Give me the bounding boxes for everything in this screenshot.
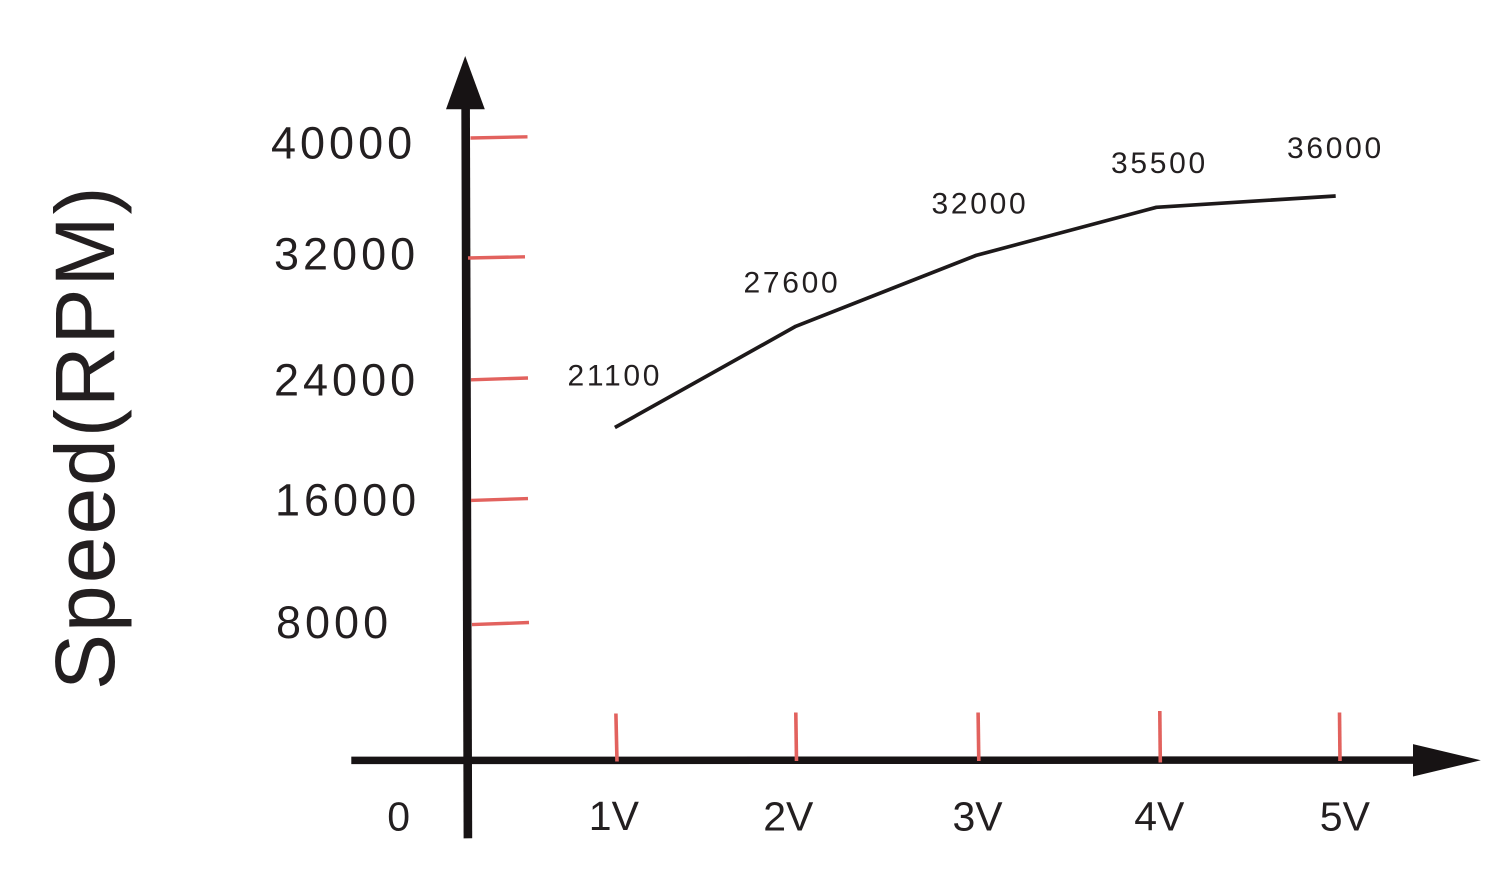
svg-text:5V: 5V (1320, 793, 1371, 839)
svg-text:1V: 1V (589, 793, 640, 839)
svg-text:40000: 40000 (271, 117, 416, 168)
svg-text:4V: 4V (1134, 793, 1185, 839)
svg-text:3V: 3V (953, 793, 1004, 839)
svg-text:27600: 27600 (744, 267, 841, 300)
svg-text:0: 0 (387, 793, 410, 839)
svg-text:2V: 2V (763, 793, 814, 839)
svg-text:16000: 16000 (275, 475, 420, 526)
svg-text:36000: 36000 (1287, 132, 1384, 165)
svg-text:21100: 21100 (568, 360, 663, 393)
svg-text:32000: 32000 (932, 188, 1029, 221)
svg-text:24000: 24000 (274, 355, 419, 406)
svg-text:35500: 35500 (1111, 147, 1208, 180)
svg-text:Speed(RPM): Speed(RPM) (38, 184, 132, 690)
svg-text:8000: 8000 (276, 597, 392, 648)
svg-text:32000: 32000 (274, 228, 419, 279)
